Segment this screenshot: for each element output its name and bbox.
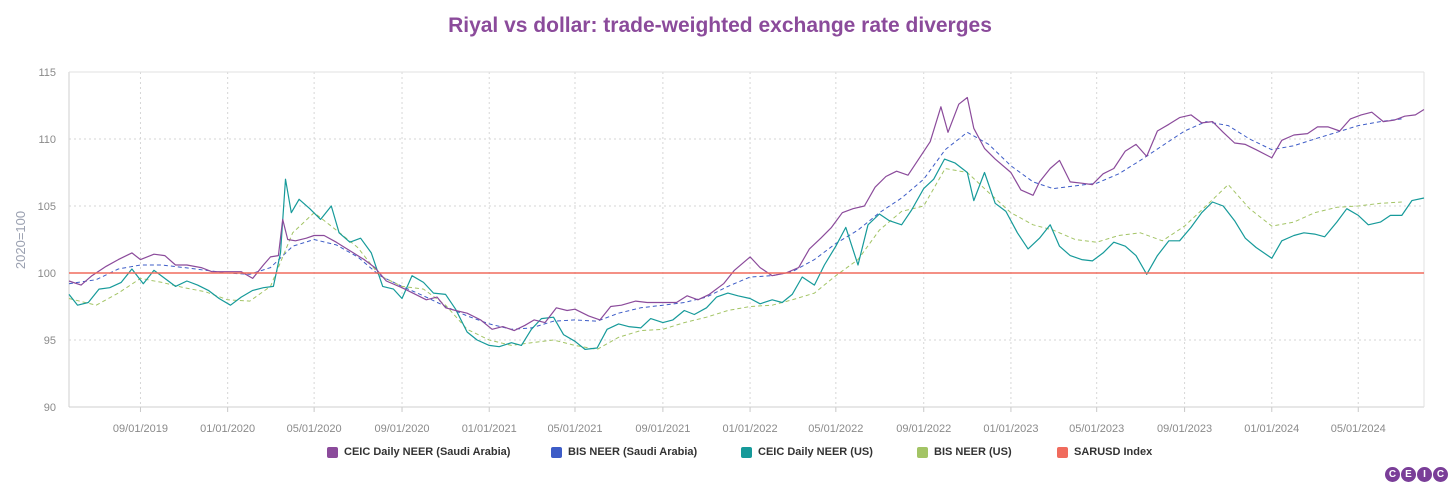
x-tick-label: 09/01/2021	[635, 423, 690, 435]
legend-item[interactable]: CEIC Daily NEER (Saudi Arabia)	[327, 446, 510, 458]
x-tick-label: 01/01/2021	[462, 423, 517, 435]
y-axis-label: 2020=100	[13, 211, 28, 269]
x-tick-label: 01/01/2023	[983, 423, 1038, 435]
y-tick-label: 115	[38, 67, 56, 79]
y-tick-label: 110	[38, 134, 56, 146]
x-tick-label: 05/01/2020	[287, 423, 342, 435]
x-tick-label: 05/01/2022	[808, 423, 863, 435]
bis-neer-saudi-arabia-line	[68, 118, 1402, 330]
chart-title: Riyal vs dollar: trade-weighted exchange…	[448, 14, 992, 37]
x-tick-label: 09/01/2023	[1157, 423, 1212, 435]
grid	[69, 71, 1424, 407]
legend-swatch	[1057, 446, 1068, 458]
y-tick-label: 90	[44, 402, 56, 414]
logo-letter: C	[1385, 467, 1400, 482]
x-tick-label: 09/01/2020	[375, 423, 430, 435]
x-tick-label: 09/01/2022	[896, 423, 951, 435]
legend: CEIC Daily NEER (Saudi Arabia) BIS NEER (…	[0, 446, 1455, 462]
legend-item[interactable]: CEIC Daily NEER (US)	[741, 446, 873, 458]
legend-item[interactable]: BIS NEER (US)	[917, 446, 1012, 458]
logo-letter: I	[1417, 467, 1432, 482]
chart-area: 90 95 100 105 110 115 09/01/2019 01/01/2020 05/0…	[13, 67, 1425, 435]
legend-label: CEIC Daily NEER (Saudi Arabia)	[344, 446, 511, 458]
y-tick-label: 100	[38, 268, 56, 280]
y-tick-label: 95	[44, 335, 56, 347]
legend-item[interactable]: SARUSD Index	[1057, 446, 1152, 458]
legend-label: SARUSD Index	[1074, 446, 1153, 458]
legend-swatch	[741, 446, 752, 458]
ceic-daily-neer-saudi-arabia-line	[68, 96, 1425, 332]
x-tick-label: 01/01/2022	[723, 423, 778, 435]
legend-label: BIS NEER (US)	[934, 446, 1012, 458]
series-lines	[68, 96, 1425, 350]
legend-label: CEIC Daily NEER (US)	[758, 446, 873, 458]
y-tick-label: 105	[38, 201, 56, 213]
logo-letter: C	[1433, 467, 1448, 482]
x-tick-label: 05/01/2023	[1069, 423, 1124, 435]
x-tick-label: 09/01/2019	[113, 423, 168, 435]
x-tick-label: 05/01/2024	[1331, 423, 1386, 435]
legend-item[interactable]: BIS NEER (Saudi Arabia)	[551, 446, 697, 458]
legend-swatch	[551, 446, 562, 458]
ceic-daily-neer-us-line	[68, 158, 1425, 350]
x-tick-label: 05/01/2021	[547, 423, 602, 435]
logo-letter: E	[1401, 467, 1416, 482]
x-tick-label: 01/01/2020	[200, 423, 255, 435]
x-tick-label: 01/01/2024	[1244, 423, 1299, 435]
bis-neer-us-line	[68, 168, 1402, 350]
axes: 90 95 100 105 110 115 09/01/2019 01/01/2020 05/0…	[38, 67, 1425, 435]
legend-label: BIS NEER (Saudi Arabia)	[568, 446, 698, 458]
legend-swatch	[327, 446, 338, 458]
legend-swatch	[917, 446, 928, 458]
